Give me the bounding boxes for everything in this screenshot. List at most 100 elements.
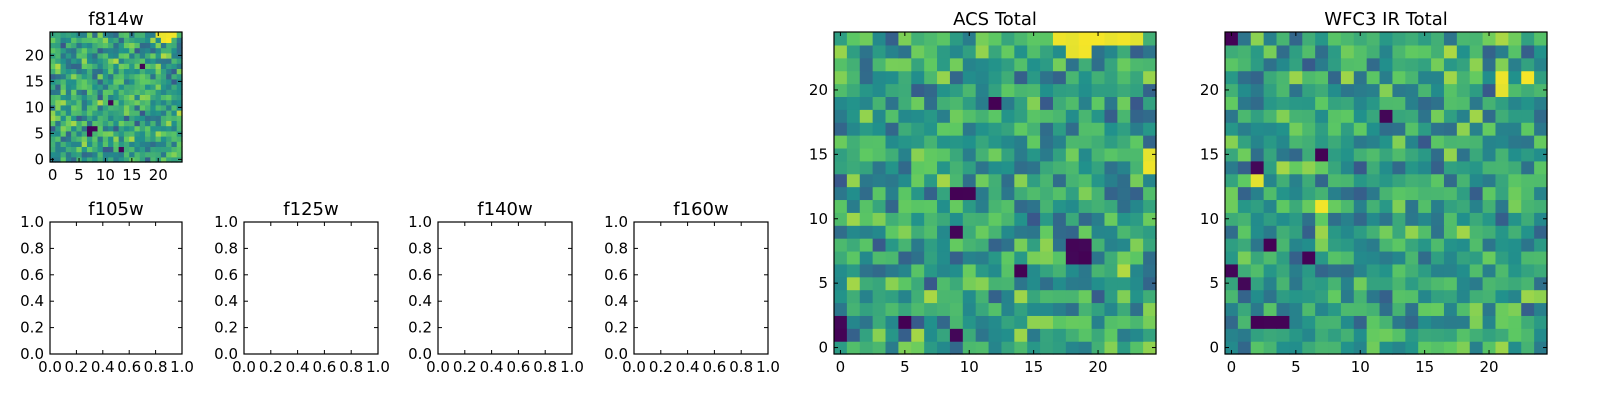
heatmap-cell <box>846 160 861 175</box>
heatmap-cell <box>1431 173 1445 188</box>
heatmap-cell <box>859 135 874 149</box>
heatmap-cell <box>1078 238 1093 252</box>
heatmap-cell <box>1040 186 1054 201</box>
heatmap-cell <box>145 84 151 90</box>
heatmap-cell <box>1263 238 1278 252</box>
heatmap-cell <box>1014 57 1028 72</box>
panel-title: f140w <box>477 199 532 220</box>
x-tick-label: 0.0 <box>232 358 256 376</box>
heatmap-cell <box>1143 212 1157 226</box>
heatmap-cell <box>1340 32 1355 46</box>
heatmap-cell <box>1443 263 1458 278</box>
heatmap-cell <box>911 302 925 316</box>
y-tick-label: 0.4 <box>408 292 432 310</box>
heatmap-cell <box>1130 212 1144 226</box>
heatmap-cell <box>1143 238 1157 252</box>
heatmap-cell <box>1263 57 1278 72</box>
heatmap-cell <box>988 341 1003 355</box>
heatmap-cell <box>1469 57 1484 72</box>
heatmap-cell <box>949 109 964 123</box>
heatmap-cell <box>1508 160 1522 175</box>
x-tick-label: 0.2 <box>64 358 88 376</box>
heatmap-cell <box>988 315 1003 329</box>
heatmap-cell <box>1340 199 1355 213</box>
heatmap-cell <box>60 78 67 85</box>
heatmap-cell <box>1366 225 1381 239</box>
heatmap-cell <box>145 73 151 80</box>
heatmap-cell <box>92 73 99 80</box>
heatmap-cell <box>962 83 977 97</box>
heatmap-cell <box>937 173 951 188</box>
heatmap-cell <box>1340 276 1355 291</box>
heatmap-cell <box>171 146 178 153</box>
heatmap-cell <box>911 289 925 304</box>
heatmap-cell <box>1263 109 1278 123</box>
heatmap-cell <box>1534 109 1548 123</box>
heatmap-cell <box>160 146 167 153</box>
heatmap-cell <box>150 99 157 106</box>
heatmap-cell <box>1225 199 1239 213</box>
heatmap-cell <box>1065 238 1080 252</box>
heatmap-cell <box>1091 147 1106 162</box>
heatmap-cell <box>65 110 72 116</box>
heatmap-cell <box>1104 83 1118 97</box>
heatmap-cell <box>924 109 938 123</box>
heatmap-cell <box>134 58 141 64</box>
heatmap-cell <box>1078 341 1093 355</box>
heatmap-cell <box>949 238 964 252</box>
heatmap-cell <box>1482 328 1497 342</box>
heatmap-cell <box>1065 186 1080 201</box>
y-tick-label: 0.2 <box>20 319 44 337</box>
heatmap-cell <box>962 276 977 291</box>
y-tick-label: 0.0 <box>214 345 238 363</box>
heatmap-cell <box>102 89 109 95</box>
heatmap-cell <box>86 73 93 80</box>
heatmap-cell <box>92 94 99 101</box>
heatmap-cell <box>1495 341 1509 355</box>
x-tick-label: 0.8 <box>339 358 363 376</box>
axes-frame <box>833 31 1157 355</box>
heatmap-cell <box>1340 83 1355 97</box>
heatmap-cell <box>108 151 114 158</box>
heatmap-cell <box>924 70 938 85</box>
heatmap-cell <box>50 146 56 153</box>
heatmap-cell <box>1078 276 1093 291</box>
heatmap-cell <box>71 125 77 132</box>
heatmap-cell <box>1065 57 1080 72</box>
heatmap-cell <box>60 32 67 38</box>
heatmap-cell <box>1143 109 1157 123</box>
heatmap-cell <box>872 70 887 85</box>
heatmap-cell <box>155 94 162 101</box>
y-tick-label: 1.0 <box>214 213 238 231</box>
heatmap-cell <box>1379 263 1394 278</box>
heatmap-cell <box>160 78 167 85</box>
heatmap-cell <box>1225 83 1239 97</box>
heatmap-cell <box>962 315 977 329</box>
heatmap-cell <box>1534 328 1548 342</box>
heatmap-cell <box>97 47 104 54</box>
heatmap-cell <box>1078 96 1093 110</box>
heatmap-cell <box>171 115 178 121</box>
heatmap-cell <box>1065 250 1080 265</box>
heatmap-cell <box>924 32 938 46</box>
heatmap-cell <box>97 110 104 116</box>
heatmap-cell <box>937 276 951 291</box>
heatmap-cell <box>1443 199 1458 213</box>
heatmap-cell <box>1091 276 1106 291</box>
heatmap-cell <box>81 115 88 121</box>
heatmap-cell <box>1250 263 1265 278</box>
heatmap-cell <box>1143 341 1157 355</box>
heatmap-cell <box>885 173 899 188</box>
heatmap-cell <box>885 96 899 110</box>
heatmap-cell <box>1250 225 1265 239</box>
heatmap-cell <box>1250 302 1265 316</box>
heatmap-cell <box>1521 173 1535 188</box>
heatmap-cell <box>1469 212 1484 226</box>
heatmap-cell <box>1366 276 1381 291</box>
heatmap-cell <box>113 78 120 85</box>
heatmap-cell <box>92 130 99 137</box>
heatmap-cell <box>1302 173 1316 188</box>
heatmap-cell <box>859 173 874 188</box>
heatmap-cell <box>1379 44 1394 59</box>
heatmap-cell <box>1456 147 1471 162</box>
